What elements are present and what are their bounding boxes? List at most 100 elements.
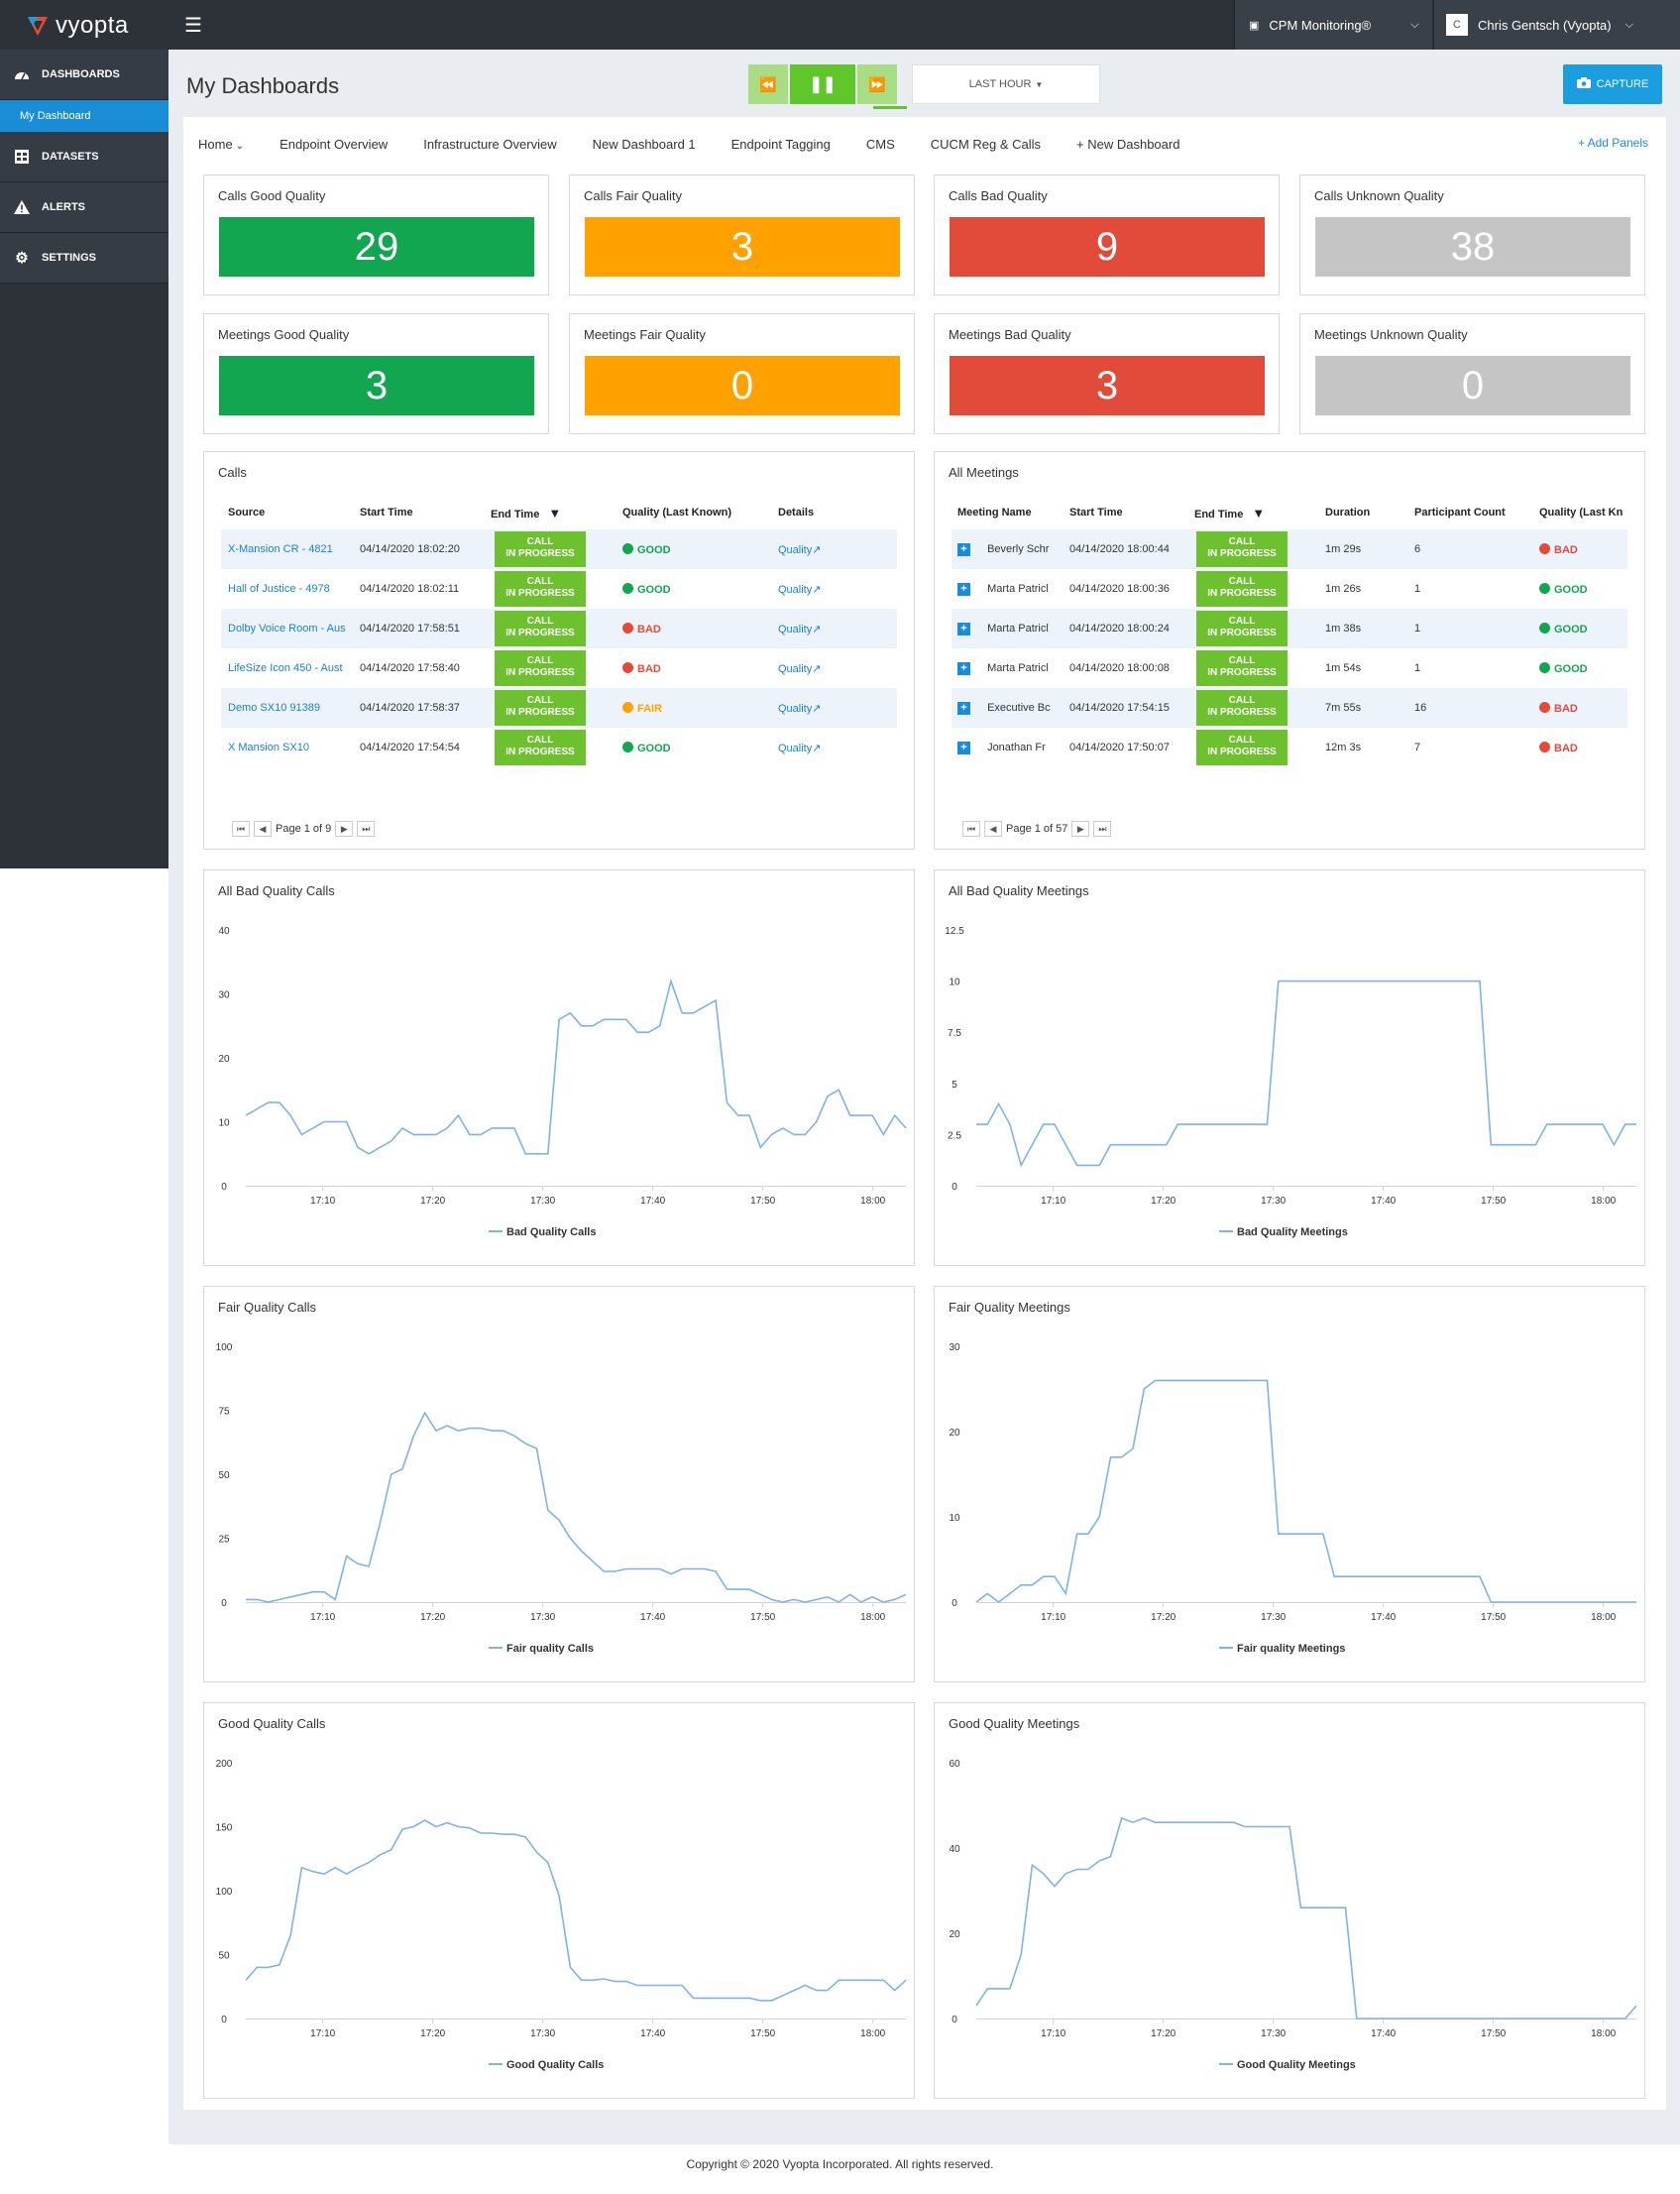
source-link[interactable]: Demo SX10 91389 bbox=[228, 702, 320, 714]
tab-home[interactable]: Home ⌄ bbox=[198, 137, 244, 152]
table-row[interactable]: Demo SX10 91389 04/14/2020 17:58:37 CALL IN… bbox=[221, 688, 897, 728]
first-page-button[interactable]: ⏮ bbox=[962, 821, 980, 837]
quality-status: GOOD bbox=[1539, 622, 1588, 635]
add-panels-link[interactable]: + Add Panels bbox=[1577, 136, 1648, 150]
pause-button[interactable]: ❚❚ bbox=[790, 64, 855, 104]
table-row[interactable]: + Beverly Schr 04/14/2020 18:00:44 CALL IN … bbox=[952, 529, 1627, 569]
table-row[interactable]: X-Mansion CR - 4821 04/14/2020 18:02:20 CA… bbox=[221, 529, 897, 569]
column-header-start-time[interactable]: Start Time bbox=[1069, 507, 1123, 519]
table-row[interactable]: + Jonathan Fr 04/14/2020 17:50:07 CALL IN P… bbox=[952, 728, 1627, 767]
expand-plus-icon[interactable]: + bbox=[957, 622, 970, 635]
legend-label[interactable]: Fair quality Meetings bbox=[1237, 1643, 1345, 1655]
next-page-button[interactable]: ▶ bbox=[1071, 821, 1090, 837]
stat-card-calls-unknown-quality[interactable]: Calls Unknown Quality 38 bbox=[1299, 174, 1645, 295]
column-header-end-time[interactable]: End Time ▼ bbox=[491, 505, 562, 520]
stat-card-meetings-bad-quality[interactable]: Meetings Bad Quality 3 bbox=[934, 313, 1280, 434]
tab-endpoint-tagging[interactable]: Endpoint Tagging bbox=[730, 136, 831, 152]
tab-cucm-reg-calls[interactable]: CUCM Reg & Calls bbox=[930, 136, 1042, 152]
sidebar-item-dashboards[interactable]: DASHBOARDS bbox=[0, 50, 168, 100]
table-row[interactable]: + Executive Bc 04/14/2020 17:54:15 CALL IN … bbox=[952, 688, 1627, 728]
column-header-details[interactable]: Details bbox=[778, 507, 815, 519]
y-tick-label: 20 bbox=[949, 1929, 960, 1940]
tab-new-dashboard[interactable]: + New Dashboard bbox=[1076, 136, 1180, 152]
source-link[interactable]: X Mansion SX10 bbox=[228, 742, 309, 753]
source-link[interactable]: X-Mansion CR - 4821 bbox=[228, 543, 333, 555]
stat-card-meetings-good-quality[interactable]: Meetings Good Quality 3 bbox=[203, 313, 549, 434]
quality-details-link[interactable]: Quality↗ bbox=[778, 583, 822, 596]
table-row[interactable]: + Marta Patricl 04/14/2020 18:00:36 CALL IN… bbox=[952, 569, 1627, 609]
legend-label[interactable]: Good Quality Calls bbox=[506, 2059, 604, 2071]
playback-controls: ⏪ ❚❚ ⏩ bbox=[748, 64, 897, 104]
stat-card-calls-bad-quality[interactable]: Calls Bad Quality 9 bbox=[934, 174, 1280, 295]
source-link[interactable]: LifeSize Icon 450 - Aust bbox=[228, 662, 343, 674]
expand-plus-icon[interactable]: + bbox=[957, 661, 970, 675]
prev-page-button[interactable]: ◀ bbox=[254, 821, 272, 837]
rewind-button[interactable]: ⏪ bbox=[748, 64, 788, 104]
tab-cms[interactable]: CMS bbox=[865, 136, 895, 152]
column-header-quality[interactable]: Quality (Last Kn bbox=[1539, 507, 1624, 519]
user-menu[interactable]: C Chris Gentsch (Vyopta) ⌵ bbox=[1433, 0, 1680, 50]
fast-forward-button[interactable]: ⏩ bbox=[857, 64, 897, 104]
capture-button[interactable]: CAPTURE bbox=[1563, 64, 1662, 104]
series-line[interactable] bbox=[246, 1411, 907, 1603]
quality-details-link[interactable]: Quality↗ bbox=[778, 662, 822, 675]
prev-page-button[interactable]: ◀ bbox=[984, 821, 1002, 837]
series-line[interactable] bbox=[245, 978, 907, 1155]
quality-details-link[interactable]: Quality↗ bbox=[778, 702, 822, 715]
expand-plus-icon[interactable]: + bbox=[957, 542, 970, 556]
tab-endpoint-overview[interactable]: Endpoint Overview bbox=[280, 136, 389, 152]
stat-card-calls-fair-quality[interactable]: Calls Fair Quality 3 bbox=[569, 174, 915, 295]
last-page-button[interactable]: ⏭ bbox=[1093, 821, 1112, 837]
column-header-participant-count[interactable]: Participant Count bbox=[1414, 507, 1506, 519]
expand-plus-icon[interactable]: + bbox=[957, 701, 970, 715]
expand-plus-icon[interactable]: + bbox=[957, 741, 970, 754]
series-line[interactable] bbox=[245, 1819, 907, 2002]
column-header-source[interactable]: Source bbox=[228, 507, 266, 519]
stat-card-calls-good-quality[interactable]: Calls Good Quality 29 bbox=[203, 174, 549, 295]
legend-label[interactable]: Bad Quality Calls bbox=[506, 1226, 596, 1238]
column-header-meeting-name[interactable]: Meeting Name bbox=[957, 507, 1032, 519]
menu-icon[interactable]: ☰ bbox=[184, 14, 202, 37]
sidebar-item-my-dashboard[interactable]: My Dashboard bbox=[0, 100, 168, 132]
stat-card-meetings-fair-quality[interactable]: Meetings Fair Quality 0 bbox=[569, 313, 915, 434]
cpm-monitoring-dropdown[interactable]: ▣ CPM Monitoring® ⌵ bbox=[1234, 0, 1432, 50]
legend-label[interactable]: Bad Quality Meetings bbox=[1237, 1226, 1348, 1238]
quality-status: BAD bbox=[622, 661, 661, 675]
sidebar-item-datasets[interactable]: DATASETS bbox=[0, 132, 168, 182]
table-row[interactable]: LifeSize Icon 450 - Aust 04/14/2020 17:58… bbox=[221, 648, 897, 688]
quality-details-link[interactable]: Quality↗ bbox=[778, 742, 822, 754]
quality-details-link[interactable]: Quality↗ bbox=[778, 543, 822, 556]
x-tick-label: 17:30 bbox=[1261, 1196, 1286, 1207]
next-page-button[interactable]: ▶ bbox=[335, 821, 354, 837]
table-row[interactable]: + Marta Patricl 04/14/2020 18:00:24 CALL IN… bbox=[952, 609, 1627, 648]
series-line[interactable] bbox=[975, 1816, 1637, 2020]
table-row[interactable]: Dolby Voice Room - Aus 04/14/2020 17:58:5… bbox=[221, 609, 897, 648]
stat-title: Meetings Bad Quality bbox=[949, 327, 1071, 342]
column-header-end-time[interactable]: End Time ▼ bbox=[1194, 505, 1266, 520]
series-line[interactable] bbox=[975, 1379, 1636, 1604]
column-header-start-time[interactable]: Start Time bbox=[360, 507, 413, 519]
column-header-duration[interactable]: Duration bbox=[1325, 507, 1371, 519]
first-page-button[interactable]: ⏮ bbox=[232, 821, 250, 837]
legend-label[interactable]: Fair quality Calls bbox=[506, 1643, 594, 1655]
quality-details-link[interactable]: Quality↗ bbox=[778, 623, 822, 635]
table-row[interactable]: X Mansion SX10 04/14/2020 17:54:54 CALL IN … bbox=[221, 728, 897, 767]
tab-new-dashboard-1[interactable]: New Dashboard 1 bbox=[592, 136, 696, 152]
last-page-button[interactable]: ⏭ bbox=[357, 821, 376, 837]
expand-plus-icon[interactable]: + bbox=[957, 582, 970, 596]
series-line[interactable] bbox=[976, 980, 1636, 1168]
stat-card-meetings-unknown-quality[interactable]: Meetings Unknown Quality 0 bbox=[1299, 313, 1645, 434]
table-row[interactable]: Hall of Justice - 4978 04/14/2020 18:02:1… bbox=[221, 569, 897, 609]
vyopta-logo[interactable]: vyopta bbox=[26, 12, 129, 40]
legend-label[interactable]: Good Quality Meetings bbox=[1237, 2059, 1356, 2071]
status-dot-icon bbox=[622, 542, 633, 554]
time-range-dropdown[interactable]: LAST HOUR ▼ bbox=[912, 64, 1100, 104]
tab-infrastructure-overview[interactable]: Infrastructure Overview bbox=[423, 136, 557, 152]
y-tick-label: 2.5 bbox=[948, 1130, 961, 1141]
column-header-quality[interactable]: Quality (Last Known) bbox=[622, 507, 731, 519]
source-link[interactable]: Hall of Justice - 4978 bbox=[228, 583, 330, 595]
table-row[interactable]: + Marta Patricl 04/14/2020 18:00:08 CALL IN… bbox=[952, 648, 1627, 688]
sidebar-item-alerts[interactable]: ALERTS bbox=[0, 182, 168, 233]
sidebar-item-settings[interactable]: ⚙ SETTINGS bbox=[0, 233, 168, 284]
source-link[interactable]: Dolby Voice Room - Aus bbox=[228, 623, 346, 635]
